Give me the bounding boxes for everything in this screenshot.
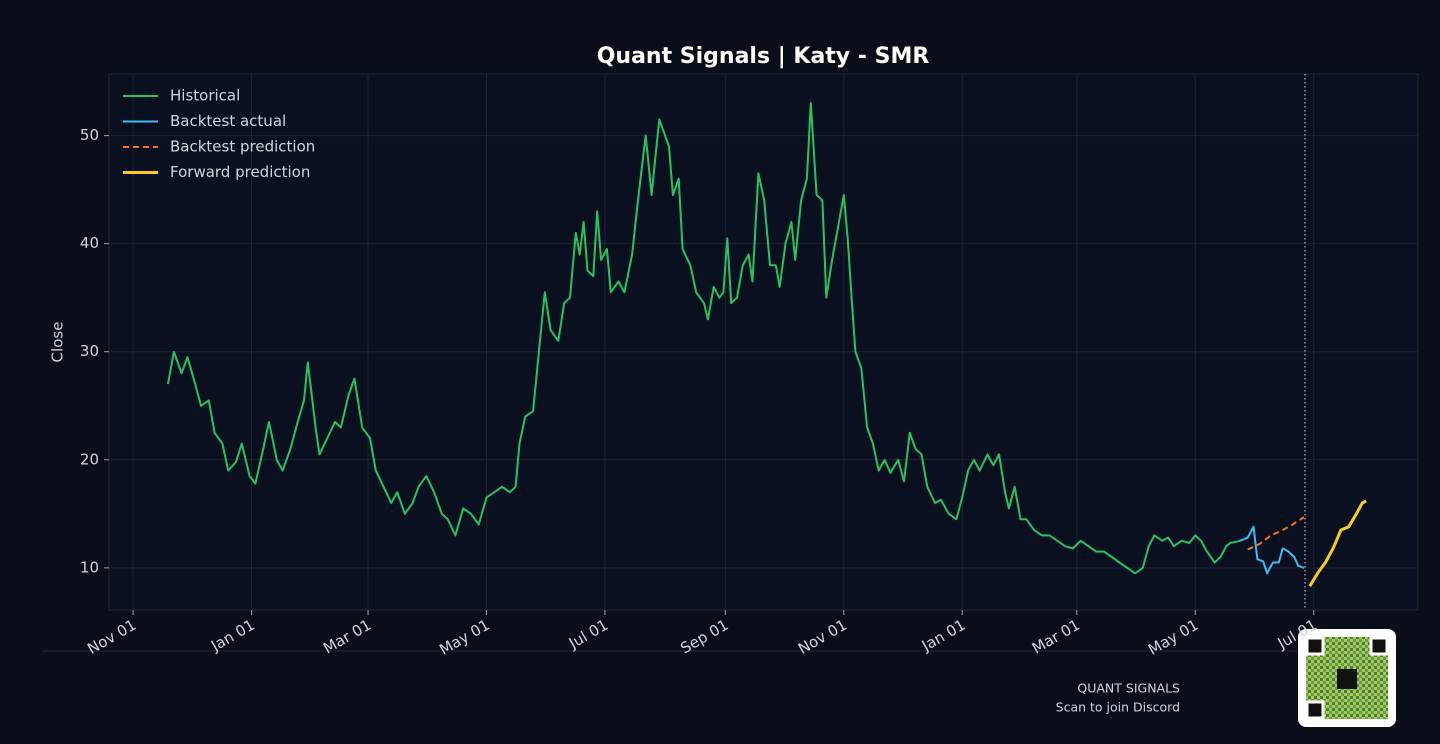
series-line [1247, 516, 1305, 551]
x-tick-label: Nov 01 [795, 616, 850, 658]
plot-area [108, 73, 1419, 611]
legend-label: Backtest prediction [170, 138, 315, 156]
series-line [1308, 499, 1367, 587]
x-tick-label: Jan 01 [918, 616, 969, 656]
y-axis-label: Close [49, 322, 67, 363]
legend-label: Historical [170, 87, 240, 105]
y-tick-label: 40 [80, 234, 99, 252]
y-tick-label: 20 [80, 450, 99, 468]
x-tick-label: Jul 01 [565, 616, 611, 653]
footer-cta: Scan to join Discord [1056, 700, 1180, 715]
legend-label: Backtest actual [170, 112, 286, 130]
series-line [167, 102, 1241, 575]
y-tick-label: 50 [80, 126, 99, 144]
x-tick-label: May 01 [1145, 616, 1202, 659]
x-tick-label: Nov 01 [84, 616, 139, 658]
x-tick-label: May 01 [436, 616, 493, 659]
chart-title: Quant Signals | Katy - SMR [597, 44, 930, 69]
legend-label: Forward prediction [170, 163, 310, 181]
qr-code [1298, 629, 1396, 727]
y-tick-label: 10 [80, 558, 99, 576]
series-line [1239, 525, 1305, 575]
x-tick-label: Jan 01 [207, 616, 258, 656]
footer-brand: QUANT SIGNALS [1077, 681, 1180, 696]
y-tick-label: 30 [80, 342, 99, 360]
